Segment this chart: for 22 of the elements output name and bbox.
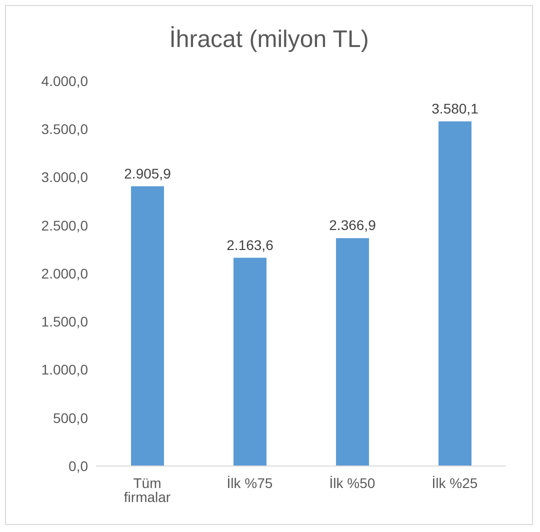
y-tick-label: 1.000,0 [41,362,88,378]
y-tick-label: 2.000,0 [41,265,88,282]
bar [438,121,472,466]
y-tick-label: 1.500,0 [41,314,88,330]
data-label: 2.366,9 [329,217,376,234]
data-label: 3.580,1 [432,100,479,116]
data-label: 2.905,9 [124,165,172,182]
chart-title: İhracat (milyon TL) [168,26,370,55]
x-tick-label: Tüm firmalar [124,474,171,505]
x-tick-label: İlk %50 [329,474,376,491]
y-tick-label: 3.000,0 [41,169,88,186]
y-tick-label: 4.000,0 [41,72,88,89]
bar [131,186,164,466]
y-tick-label: 500,0 [52,410,88,426]
y-tick-label: 3.500,0 [41,121,88,138]
x-tick-label: İlk %75 [226,474,273,491]
data-label: 2.163,6 [226,236,274,253]
y-tick-label: 2.500,0 [41,217,88,234]
x-tick-label: İlk %25 [432,474,478,491]
y-tick-label: 0,0 [68,458,88,474]
bar [234,258,266,466]
bar [336,238,369,466]
